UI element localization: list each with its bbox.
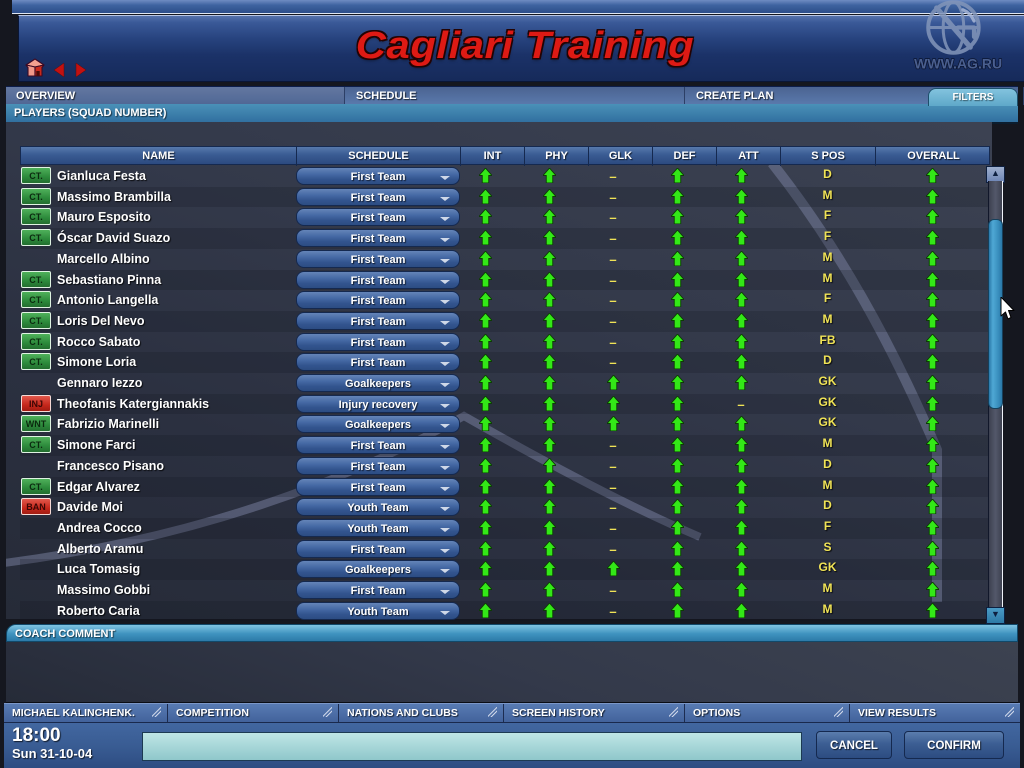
svg-text:WWW.AG.RU: WWW.AG.RU	[914, 56, 1002, 72]
